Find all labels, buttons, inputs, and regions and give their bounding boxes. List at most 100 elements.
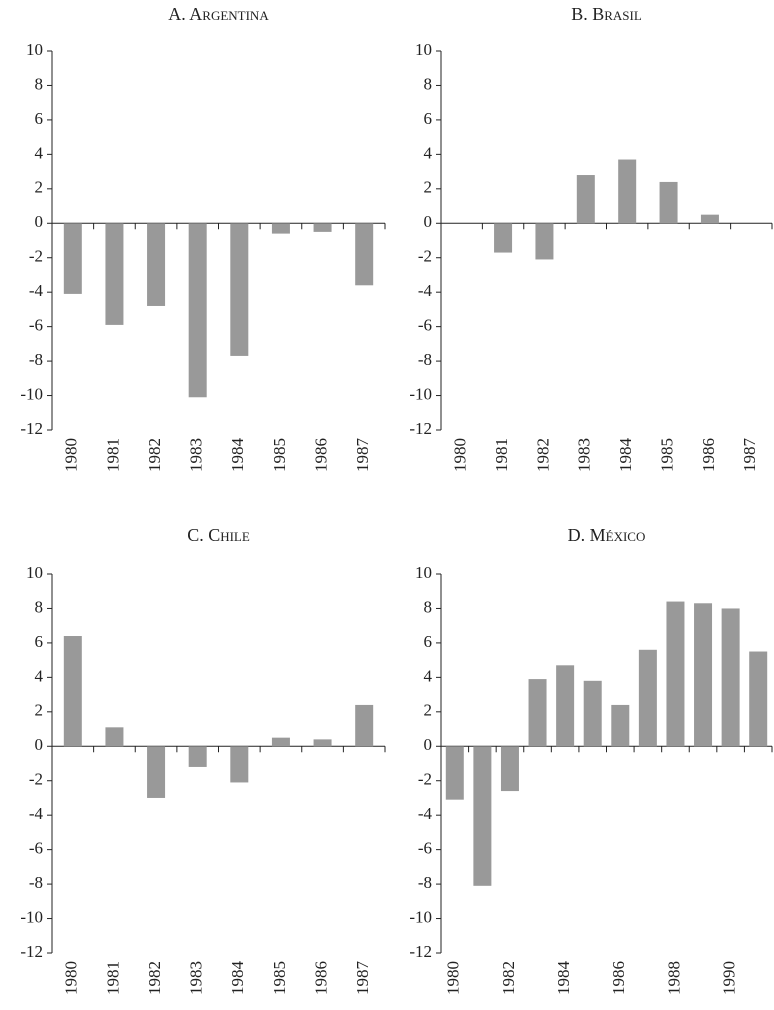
- chart-title: C. Chile: [187, 525, 250, 545]
- x-tick-label: 1983: [187, 961, 206, 995]
- bar: [494, 223, 513, 253]
- x-tick-label: 1980: [62, 438, 81, 472]
- chart-title: B. Brasil: [571, 4, 642, 24]
- y-tick-label: -12: [20, 419, 43, 438]
- y-tick-label: 2: [35, 178, 44, 197]
- y-tick-label: 0: [424, 735, 433, 754]
- x-tick-label: 1980: [62, 961, 81, 995]
- chart-title: A. Argentina: [168, 4, 269, 24]
- y-tick-label: -2: [418, 247, 432, 266]
- x-tick-label: 1981: [103, 961, 122, 995]
- y-tick-label: -10: [409, 384, 432, 403]
- x-tick-label: 1987: [353, 961, 372, 996]
- y-tick-label: 10: [26, 40, 43, 59]
- x-tick-label: 1982: [533, 438, 552, 472]
- chart-title: D. México: [568, 525, 646, 545]
- x-tick-label: 1986: [699, 438, 718, 472]
- x-tick-label: 1982: [499, 961, 518, 995]
- bar: [556, 665, 575, 747]
- x-tick-label: 1987: [740, 438, 759, 473]
- x-tick-label: 1984: [228, 438, 247, 473]
- y-tick-label: -8: [29, 350, 43, 369]
- y-tick-label: -6: [29, 316, 43, 335]
- y-tick-label: 2: [35, 701, 44, 720]
- y-tick-label: 4: [35, 143, 44, 162]
- y-tick-label: -4: [29, 804, 44, 823]
- y-tick-label: 4: [35, 666, 44, 685]
- bar: [271, 737, 290, 747]
- x-tick-label: 1987: [353, 438, 372, 473]
- bar: [230, 746, 249, 783]
- y-tick-label: -12: [409, 942, 432, 961]
- bar: [638, 649, 657, 747]
- x-tick-label: 1986: [311, 438, 330, 472]
- x-tick-label: 1982: [145, 438, 164, 472]
- bar: [445, 746, 464, 800]
- y-tick-label: -12: [20, 942, 43, 961]
- bar: [105, 727, 124, 747]
- x-tick-label: 1983: [575, 438, 594, 472]
- x-tick-label: 1985: [657, 438, 676, 472]
- y-tick-label: 2: [424, 178, 433, 197]
- y-tick-label: 10: [415, 563, 432, 582]
- y-tick-label: -4: [29, 281, 44, 300]
- bar: [230, 223, 249, 356]
- bar: [721, 608, 740, 747]
- bar: [576, 175, 595, 224]
- x-tick-label: 1981: [492, 438, 511, 472]
- bar: [528, 679, 547, 747]
- x-tick-label: 1980: [451, 438, 470, 472]
- x-tick-label: 1990: [720, 961, 739, 995]
- bar: [749, 651, 768, 747]
- x-tick-label: 1986: [311, 961, 330, 995]
- y-tick-label: -8: [29, 873, 43, 892]
- y-tick-label: 8: [424, 74, 433, 93]
- y-tick-label: 6: [35, 109, 44, 128]
- y-tick-label: 10: [415, 40, 432, 59]
- y-tick-label: 0: [35, 212, 44, 231]
- y-tick-label: -6: [29, 839, 43, 858]
- y-tick-label: 0: [35, 735, 44, 754]
- y-tick-label: -6: [418, 316, 432, 335]
- y-tick-label: 8: [35, 74, 44, 93]
- bar: [535, 223, 554, 260]
- x-tick-label: 1980: [444, 961, 463, 995]
- bar: [313, 739, 332, 747]
- bar: [63, 636, 82, 747]
- y-tick-label: 6: [424, 632, 433, 651]
- x-tick-label: 1984: [228, 961, 247, 996]
- y-tick-label: 6: [35, 632, 44, 651]
- y-tick-label: -10: [20, 384, 43, 403]
- bar: [473, 746, 492, 886]
- y-tick-label: -12: [409, 419, 432, 438]
- bar: [618, 159, 637, 224]
- bar: [355, 223, 374, 286]
- bar: [355, 704, 374, 747]
- y-tick-label: -4: [418, 281, 433, 300]
- bar: [313, 223, 332, 232]
- y-tick-label: -4: [418, 804, 433, 823]
- x-tick-label: 1985: [270, 438, 289, 472]
- bar: [694, 603, 713, 747]
- bar: [583, 680, 602, 747]
- bar: [63, 223, 82, 294]
- y-tick-label: -10: [20, 907, 43, 926]
- y-tick-label: 10: [26, 563, 43, 582]
- bar: [611, 704, 630, 747]
- bar: [271, 223, 290, 234]
- y-tick-label: -2: [418, 770, 432, 789]
- x-tick-label: 1983: [187, 438, 206, 472]
- x-tick-label: 1981: [103, 438, 122, 472]
- bar: [188, 746, 207, 767]
- bar: [188, 223, 207, 398]
- y-tick-label: 8: [424, 597, 433, 616]
- y-tick-label: -10: [409, 907, 432, 926]
- x-tick-label: 1986: [609, 961, 628, 995]
- bar: [700, 214, 719, 224]
- y-tick-label: 4: [424, 666, 433, 685]
- bar: [666, 601, 685, 747]
- x-tick-label: 1982: [145, 961, 164, 995]
- y-tick-label: -2: [29, 247, 43, 266]
- y-tick-label: -8: [418, 873, 432, 892]
- y-tick-label: -2: [29, 770, 43, 789]
